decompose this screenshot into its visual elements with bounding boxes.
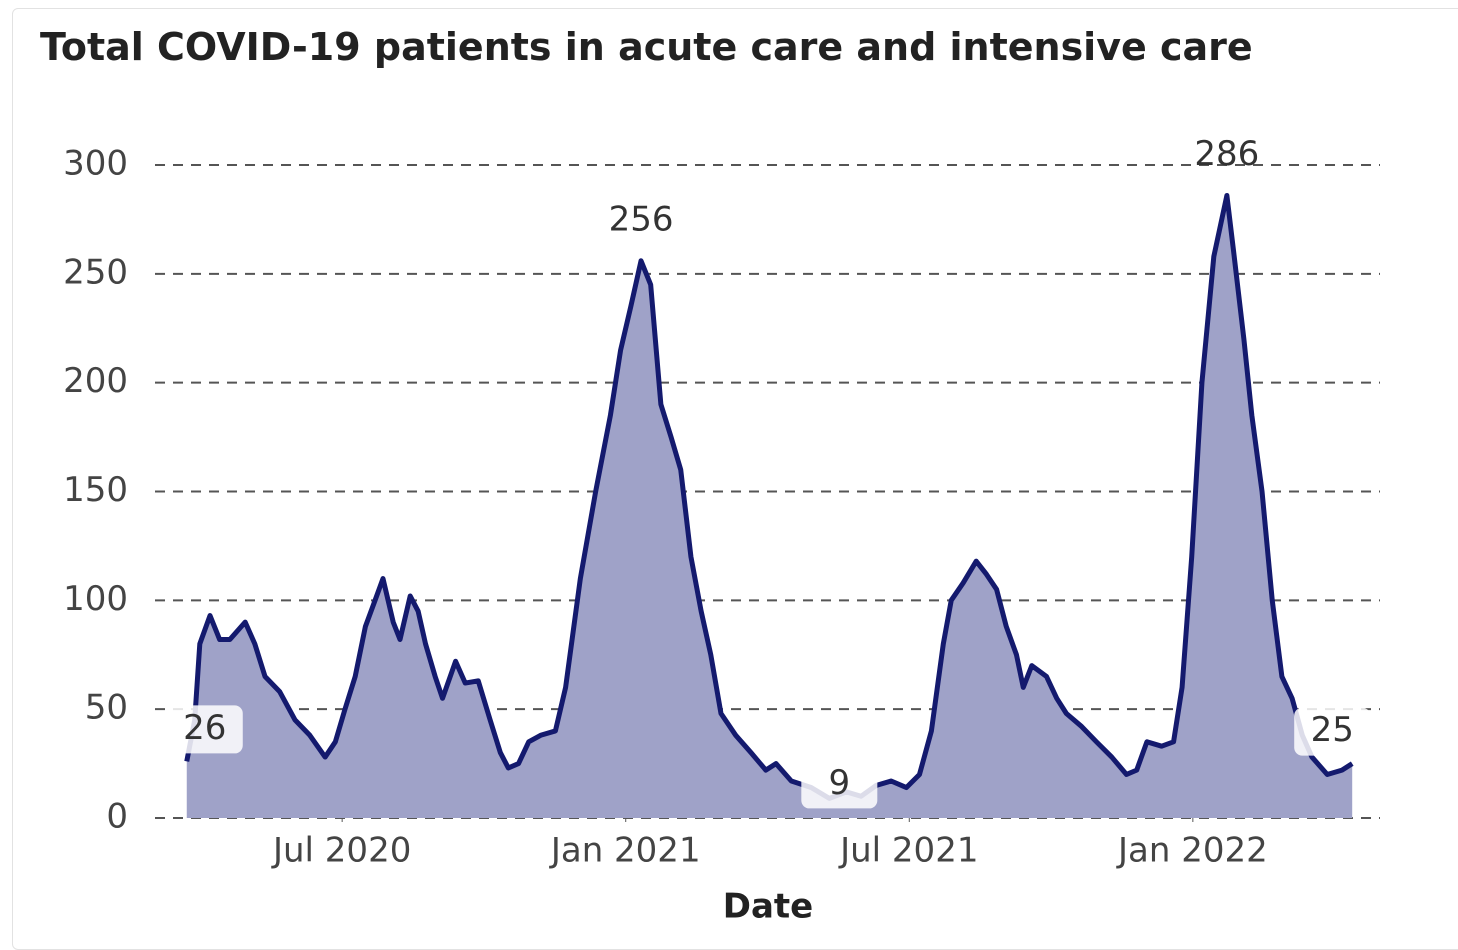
x-tick-label: Jul 2021 xyxy=(838,831,978,871)
y-tick-label: 100 xyxy=(63,579,128,619)
x-axis-label: Date xyxy=(723,887,813,927)
line xyxy=(184,192,1354,801)
y-tick-label: 150 xyxy=(63,470,128,510)
y-tick-label: 300 xyxy=(63,144,128,184)
label-box xyxy=(1294,707,1371,756)
x-tick-label: Jan 2022 xyxy=(1116,831,1268,871)
label-box xyxy=(801,760,878,809)
y-tick-label: 250 xyxy=(63,252,128,292)
data-label: 26 xyxy=(183,708,226,748)
label-box xyxy=(166,705,243,754)
x-tick-label: Jan 2021 xyxy=(549,831,701,871)
y-tick-label: 50 xyxy=(85,688,128,728)
data-label: 256 xyxy=(609,199,674,239)
area-fill xyxy=(186,195,1353,818)
chart-title: Total COVID-19 patients in acute care an… xyxy=(40,25,1253,69)
data-label: 25 xyxy=(1311,710,1354,750)
y-tick-label: 0 xyxy=(106,797,128,837)
y-tick-label: 200 xyxy=(63,361,128,401)
data-label: 286 xyxy=(1194,134,1259,174)
data-label: 9 xyxy=(828,763,850,803)
x-tick-label: Jul 2020 xyxy=(271,831,411,871)
